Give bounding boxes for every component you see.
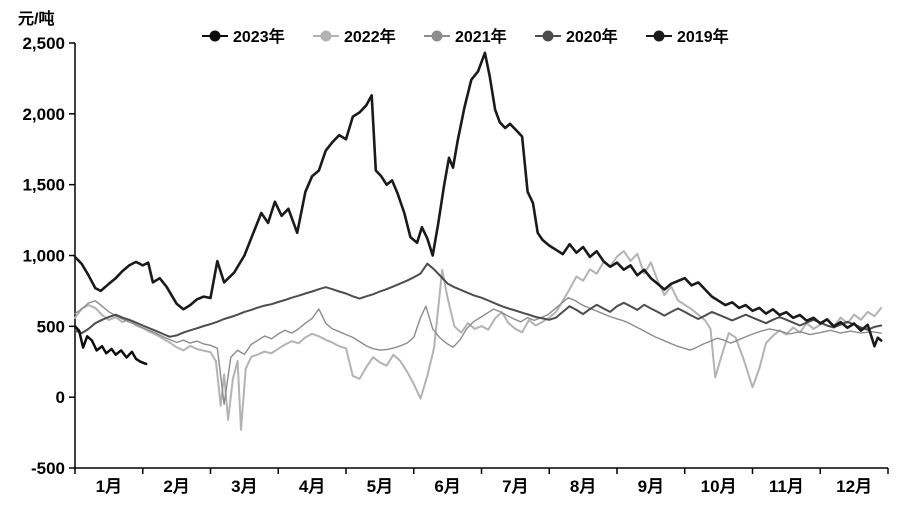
series-line-2021年 xyxy=(74,297,882,405)
x-tick-label: 11月 xyxy=(769,477,804,496)
y-tick-label: 2,500 xyxy=(22,34,65,53)
x-tick-label: 7月 xyxy=(502,477,528,496)
series-line-2019年 xyxy=(73,51,883,348)
legend-dot-icon xyxy=(209,30,221,42)
legend-label-2022年: 2022年 xyxy=(344,27,396,46)
y-tick-label: 500 xyxy=(37,317,65,336)
legend-label-2023年: 2023年 xyxy=(233,27,285,46)
y-tick-label: 0 xyxy=(56,388,65,407)
legend-label-2020年: 2020年 xyxy=(566,27,618,46)
x-tick-label: 6月 xyxy=(434,477,460,496)
series-line-2023年 xyxy=(73,325,148,366)
x-tick-label: 5月 xyxy=(367,477,393,496)
y-tick-label: 1,000 xyxy=(22,247,65,266)
x-tick-label: 2月 xyxy=(163,477,189,496)
y-axis-unit-label: 元/吨 xyxy=(18,11,55,28)
legend-dot-icon xyxy=(542,30,554,42)
x-tick-label: 12月 xyxy=(836,477,872,496)
x-tick-label: 4月 xyxy=(299,477,325,496)
series-line-2022年 xyxy=(74,250,883,431)
x-tick-label: 1月 xyxy=(96,477,122,496)
legend-dot-icon xyxy=(653,30,665,42)
axes xyxy=(74,43,888,469)
y-tick-label: -500 xyxy=(31,459,65,478)
legend-dot-icon xyxy=(320,30,332,42)
y-tick-label: 1,500 xyxy=(22,176,65,195)
x-tick-label: 3月 xyxy=(231,477,257,496)
y-tick-label: 2,000 xyxy=(22,105,65,124)
series-line-2020年 xyxy=(74,262,883,338)
x-tick-label: 9月 xyxy=(638,477,664,496)
x-tick-label: 10月 xyxy=(701,477,737,496)
legend-dot-icon xyxy=(431,30,443,42)
x-tick-label: 8月 xyxy=(570,477,596,496)
legend-label-2021年: 2021年 xyxy=(455,27,507,46)
legend-label-2019年: 2019年 xyxy=(677,27,729,46)
